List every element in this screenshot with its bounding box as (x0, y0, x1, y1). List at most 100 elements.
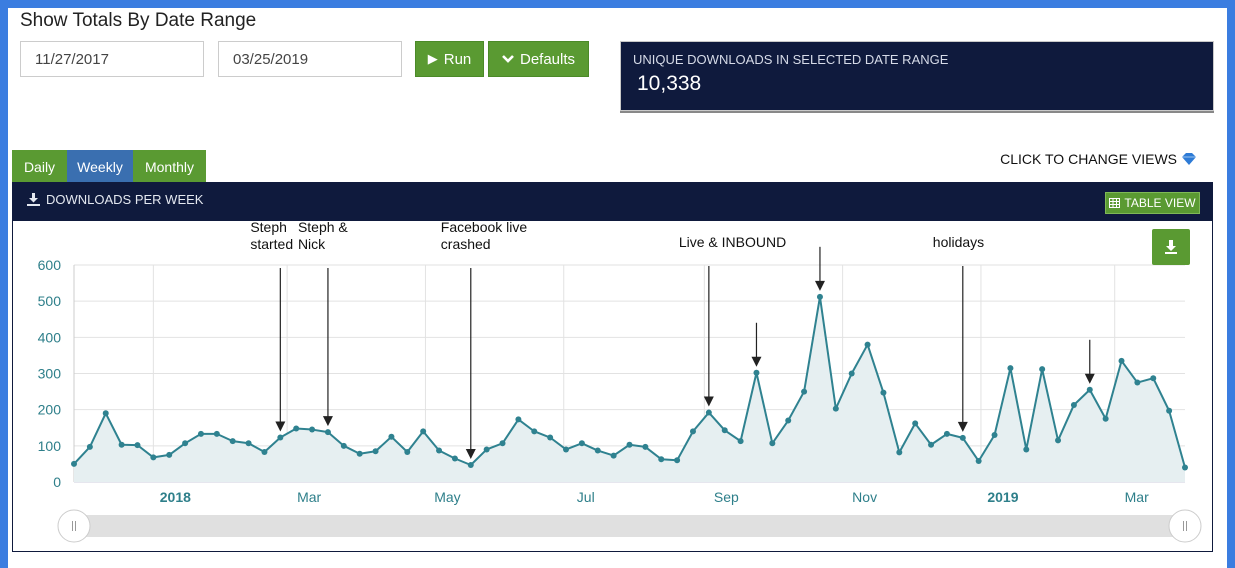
data-point (912, 420, 919, 427)
tab-weekly[interactable]: Weekly (67, 150, 133, 184)
data-point (674, 457, 681, 464)
annotation-arrowhead (1084, 373, 1095, 384)
tab-daily-label: Daily (23, 159, 56, 175)
data-point (499, 440, 506, 447)
data-point (356, 450, 363, 457)
data-point (801, 388, 808, 395)
download-icon (1165, 240, 1177, 254)
x-tick-label: Sep (714, 489, 739, 505)
data-point (1118, 357, 1125, 364)
data-point (324, 429, 331, 436)
data-point (594, 447, 601, 454)
chart-header-title-text: DOWNLOADS PER WEEK (46, 192, 204, 207)
data-point (134, 442, 141, 449)
data-point (1055, 437, 1062, 444)
y-tick-label: 600 (38, 257, 62, 273)
data-point (436, 447, 443, 454)
download-icon (27, 193, 40, 206)
annotation-arrowhead (275, 421, 286, 432)
data-point (245, 440, 252, 447)
navigator-handle-right[interactable] (1168, 509, 1202, 543)
annotation-label: Live & INBOUND (679, 234, 786, 250)
annotation-arrowhead (751, 356, 762, 367)
data-point (832, 405, 839, 412)
y-tick-label: 300 (38, 366, 62, 382)
data-point (182, 440, 189, 447)
stat-value: 10,338 (637, 72, 702, 95)
top-accent-bar (0, 0, 1235, 8)
navigator-handle-left[interactable] (57, 509, 91, 543)
data-point (166, 451, 173, 458)
data-point (1102, 415, 1109, 422)
data-point (340, 442, 347, 449)
data-point (150, 454, 157, 461)
stat-label: UNIQUE DOWNLOADS IN SELECTED DATE RANGE (633, 52, 949, 67)
data-point (1134, 379, 1141, 386)
tab-daily[interactable]: Daily (12, 150, 67, 184)
data-point (547, 434, 554, 441)
table-view-button[interactable]: TABLE VIEW (1105, 192, 1200, 214)
start-date-input[interactable]: 11/27/2017 (20, 41, 204, 77)
data-point (642, 443, 649, 450)
navigator-track (74, 515, 1185, 537)
change-views-hint: CLICK TO CHANGE VIEWS (1000, 151, 1197, 167)
data-point (531, 428, 538, 435)
data-point (71, 460, 77, 467)
data-point (277, 434, 284, 441)
run-button[interactable]: ▶ Run (415, 41, 484, 77)
data-point (213, 430, 220, 437)
annotation-arrowhead (322, 416, 333, 427)
data-point (928, 441, 935, 448)
page-title: Show Totals By Date Range (20, 10, 257, 31)
data-point (578, 440, 585, 447)
defaults-button-label: Defaults (519, 50, 576, 68)
data-point (86, 443, 93, 450)
y-tick-label: 400 (38, 329, 62, 345)
chevron-down-icon (502, 52, 514, 67)
tab-weekly-label: Weekly (77, 159, 123, 175)
export-download-button[interactable] (1152, 229, 1190, 265)
defaults-button[interactable]: Defaults (488, 41, 589, 77)
data-point (610, 452, 617, 459)
run-button-label: Run (443, 50, 472, 68)
diamond-pointer-icon (1182, 153, 1196, 165)
data-point (689, 428, 696, 435)
y-tick-label: 500 (38, 293, 62, 309)
data-point (229, 438, 236, 445)
data-point (737, 438, 744, 445)
x-tick-label: Mar (1125, 489, 1149, 505)
tab-monthly[interactable]: Monthly (133, 150, 206, 184)
data-point (705, 409, 712, 416)
data-point (880, 389, 887, 396)
x-tick-label: Nov (852, 489, 877, 505)
data-point (102, 410, 109, 417)
annotation-arrowhead (957, 421, 968, 432)
unique-downloads-stat: UNIQUE DOWNLOADS IN SELECTED DATE RANGE … (620, 41, 1214, 111)
data-point (785, 417, 792, 424)
data-point (896, 449, 903, 456)
y-tick-label: 100 (38, 438, 62, 454)
data-point (1166, 407, 1173, 414)
play-icon: ▶ (427, 51, 438, 66)
end-date-input[interactable]: 03/25/2019 (218, 41, 402, 77)
x-tick-label: 2018 (160, 489, 191, 505)
data-point (753, 369, 760, 376)
annotation-arrowhead (465, 449, 476, 460)
annotation-label: Steph (250, 219, 287, 235)
data-point (1070, 401, 1077, 408)
table-view-label: TABLE VIEW (1124, 196, 1196, 210)
y-tick-label: 0 (53, 474, 61, 490)
data-point (515, 416, 522, 423)
data-point (404, 448, 411, 455)
annotation-label: Nick (298, 236, 326, 252)
data-point (261, 448, 268, 455)
annotation-label: started (250, 236, 293, 252)
x-tick-label: Jul (577, 489, 595, 505)
y-tick-label: 200 (38, 402, 62, 418)
data-point (943, 430, 950, 437)
data-point (483, 446, 490, 453)
data-point (1007, 365, 1014, 372)
data-point (467, 462, 474, 469)
data-point (1023, 446, 1030, 453)
